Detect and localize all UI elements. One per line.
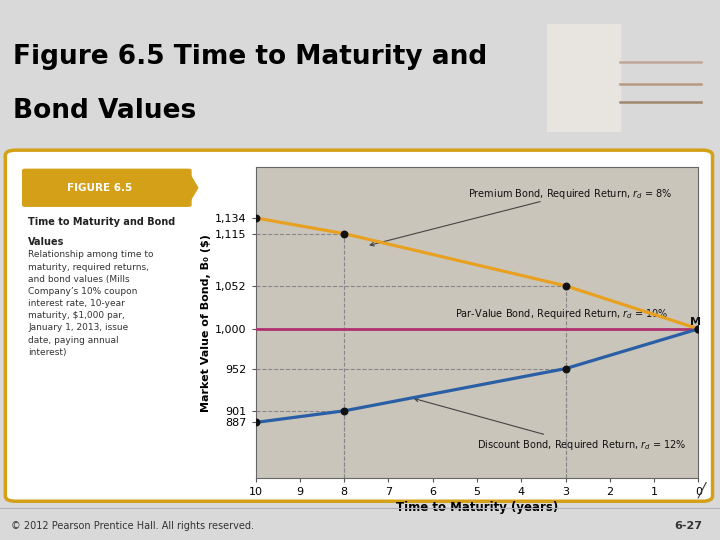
X-axis label: Time to Maturity (years): Time to Maturity (years) bbox=[396, 501, 558, 514]
Text: Par-Value Bond, Required Return, $r_d$ = 10%: Par-Value Bond, Required Return, $r_d$ =… bbox=[455, 307, 668, 321]
Text: © 2012 Pearson Prentice Hall. All rights reserved.: © 2012 Pearson Prentice Hall. All rights… bbox=[11, 521, 254, 531]
Point bbox=[560, 364, 572, 373]
Text: 6-27: 6-27 bbox=[674, 521, 702, 531]
Point bbox=[560, 281, 572, 290]
Text: Relationship among time to
maturity, required returns,
and bond values (Mills
Co: Relationship among time to maturity, req… bbox=[28, 251, 153, 356]
Point bbox=[693, 325, 704, 333]
Point bbox=[250, 214, 261, 222]
Bar bbox=[547, 24, 620, 132]
Polygon shape bbox=[188, 170, 199, 205]
Text: Discount Bond, Required Return, $r_d$ = 12%: Discount Bond, Required Return, $r_d$ = … bbox=[415, 398, 686, 452]
Text: FIGURE 6.5: FIGURE 6.5 bbox=[67, 184, 132, 193]
Text: Figure 6.5 Time to Maturity and: Figure 6.5 Time to Maturity and bbox=[13, 44, 487, 70]
Text: Premium Bond, Required Return, $r_d$ = 8%: Premium Bond, Required Return, $r_d$ = 8… bbox=[370, 187, 672, 246]
Text: M: M bbox=[690, 317, 701, 327]
Y-axis label: Market Value of Bond, B₀ ($): Market Value of Bond, B₀ ($) bbox=[201, 234, 211, 411]
FancyBboxPatch shape bbox=[22, 168, 192, 207]
Text: Time to Maturity and Bond: Time to Maturity and Bond bbox=[28, 218, 176, 227]
FancyBboxPatch shape bbox=[5, 150, 713, 501]
Text: Bond Values: Bond Values bbox=[13, 98, 197, 124]
Point bbox=[250, 418, 261, 427]
Text: ╱: ╱ bbox=[698, 482, 706, 498]
Point bbox=[338, 407, 350, 415]
Point bbox=[338, 230, 350, 238]
Text: Values: Values bbox=[28, 237, 65, 247]
